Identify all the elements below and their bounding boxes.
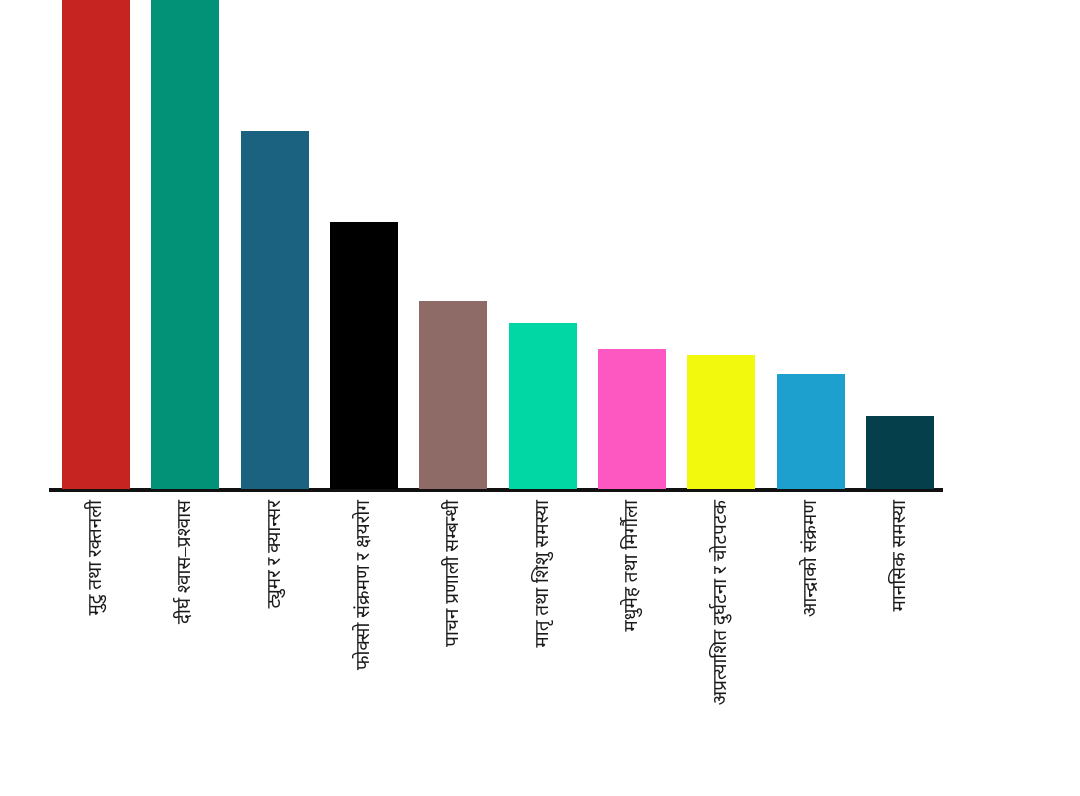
x-tick-label: अप्रत्याशित दुर्घटना र चोटपटक xyxy=(710,500,732,706)
bar xyxy=(508,323,577,489)
bar xyxy=(598,349,667,489)
x-tick-label: दीर्घ श्वास–प्रश्वास xyxy=(174,500,196,625)
x-tick-label: फोक्सो संक्रमण र क्षयरोग xyxy=(353,500,375,671)
x-tick-label: मधुमेह तथा मिर्गौला xyxy=(621,500,643,632)
x-axis-line xyxy=(49,488,943,492)
bar xyxy=(62,0,130,489)
bar xyxy=(240,131,309,489)
x-tick-label: मानसिक समस्या xyxy=(889,500,911,612)
x-tick-label: आन्द्राको संक्रमण xyxy=(799,500,821,618)
bar xyxy=(151,0,220,489)
x-tick-label: ट्युमर र क्यान्सर xyxy=(263,500,285,609)
x-tick-label: पाचन प्रणाली सम्बन्धी xyxy=(442,500,464,647)
bar xyxy=(866,416,935,489)
bar xyxy=(419,301,488,489)
bar xyxy=(776,374,845,489)
x-tick-label: मातृ तथा शिशु समस्या xyxy=(531,500,553,648)
bar xyxy=(687,355,756,489)
bar xyxy=(330,222,399,489)
x-tick-label: मुटु तथा रक्तनली xyxy=(85,500,106,616)
